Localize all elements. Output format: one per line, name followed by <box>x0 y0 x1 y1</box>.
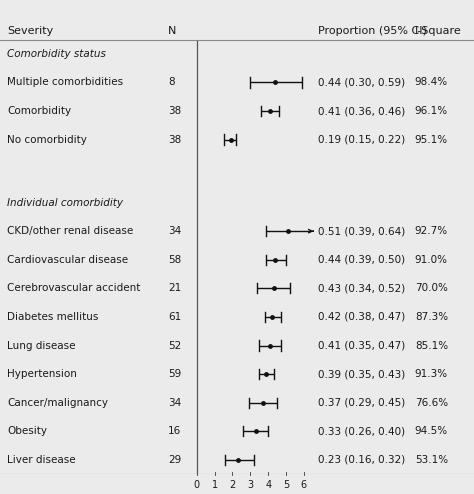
Text: 38: 38 <box>168 106 182 116</box>
Text: 58: 58 <box>168 255 182 265</box>
Text: Multiple comorbidities: Multiple comorbidities <box>7 78 123 87</box>
Text: 38: 38 <box>168 135 182 145</box>
Text: 0.19 (0.15, 0.22): 0.19 (0.15, 0.22) <box>318 135 405 145</box>
Text: 94.5%: 94.5% <box>415 426 448 436</box>
Text: 0: 0 <box>194 480 200 490</box>
Text: 0.42 (0.38, 0.47): 0.42 (0.38, 0.47) <box>318 312 405 322</box>
Text: 95.1%: 95.1% <box>415 135 448 145</box>
Text: I-Square: I-Square <box>415 26 462 36</box>
Text: 0.44 (0.39, 0.50): 0.44 (0.39, 0.50) <box>318 255 405 265</box>
Text: 85.1%: 85.1% <box>415 340 448 351</box>
Text: 0.43 (0.34, 0.52): 0.43 (0.34, 0.52) <box>318 284 405 293</box>
Text: Comorbidity status: Comorbidity status <box>7 49 106 59</box>
Text: Obesity: Obesity <box>7 426 47 436</box>
Text: 29: 29 <box>168 455 182 465</box>
Text: Diabetes mellitus: Diabetes mellitus <box>7 312 99 322</box>
Text: N: N <box>168 26 177 36</box>
Text: 21: 21 <box>168 284 182 293</box>
Text: 34: 34 <box>168 398 182 408</box>
Text: Lung disease: Lung disease <box>7 340 76 351</box>
Text: 0.23 (0.16, 0.32): 0.23 (0.16, 0.32) <box>318 455 405 465</box>
Text: 4: 4 <box>265 480 271 490</box>
Text: 0.39 (0.35, 0.43): 0.39 (0.35, 0.43) <box>318 369 405 379</box>
Text: 1: 1 <box>211 480 218 490</box>
Text: Severity: Severity <box>7 26 54 36</box>
Text: 0.41 (0.35, 0.47): 0.41 (0.35, 0.47) <box>318 340 405 351</box>
Text: 0.44 (0.30, 0.59): 0.44 (0.30, 0.59) <box>318 78 405 87</box>
Text: 53.1%: 53.1% <box>415 455 448 465</box>
Text: 98.4%: 98.4% <box>415 78 448 87</box>
Text: 16: 16 <box>168 426 182 436</box>
Text: 34: 34 <box>168 226 182 236</box>
Text: 5: 5 <box>283 480 289 490</box>
Text: Cardiovascular disease: Cardiovascular disease <box>7 255 128 265</box>
Text: 70.0%: 70.0% <box>415 284 447 293</box>
Text: 61: 61 <box>168 312 182 322</box>
Text: 91.3%: 91.3% <box>415 369 448 379</box>
Text: 76.6%: 76.6% <box>415 398 448 408</box>
Text: 0.33 (0.26, 0.40): 0.33 (0.26, 0.40) <box>318 426 405 436</box>
Text: Hypertension: Hypertension <box>7 369 77 379</box>
Text: Individual comorbidity: Individual comorbidity <box>7 198 123 207</box>
Text: 0.37 (0.29, 0.45): 0.37 (0.29, 0.45) <box>318 398 405 408</box>
Text: 3: 3 <box>247 480 254 490</box>
Text: 96.1%: 96.1% <box>415 106 448 116</box>
Text: 91.0%: 91.0% <box>415 255 448 265</box>
Text: 8: 8 <box>168 78 175 87</box>
Text: 6: 6 <box>301 480 307 490</box>
Text: 0.51 (0.39, 0.64): 0.51 (0.39, 0.64) <box>318 226 405 236</box>
Text: No comorbidity: No comorbidity <box>7 135 87 145</box>
Text: Liver disease: Liver disease <box>7 455 76 465</box>
Text: 87.3%: 87.3% <box>415 312 448 322</box>
Text: Proportion (95% CI): Proportion (95% CI) <box>318 26 427 36</box>
Text: Cerebrovascular accident: Cerebrovascular accident <box>7 284 140 293</box>
Text: 0.41 (0.36, 0.46): 0.41 (0.36, 0.46) <box>318 106 405 116</box>
Text: 2: 2 <box>229 480 236 490</box>
Text: 92.7%: 92.7% <box>415 226 448 236</box>
Text: Cancer/malignancy: Cancer/malignancy <box>7 398 108 408</box>
Text: CKD/other renal disease: CKD/other renal disease <box>7 226 133 236</box>
Text: 59: 59 <box>168 369 182 379</box>
Text: 52: 52 <box>168 340 182 351</box>
Text: Comorbidity: Comorbidity <box>7 106 71 116</box>
